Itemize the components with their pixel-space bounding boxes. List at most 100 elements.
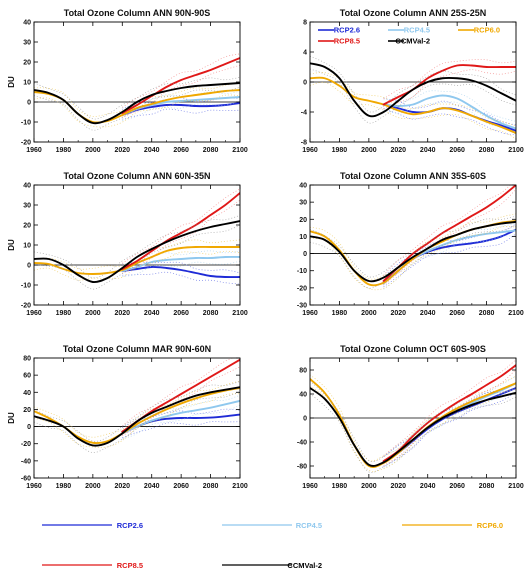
x-tick-label: 2080 (203, 310, 219, 317)
ensemble-ccmval-2 (310, 55, 516, 113)
legend-label-rcp8-5: RCP8.5 (334, 37, 360, 46)
y-tick-label: -20 (21, 441, 31, 448)
figure-legend-label-rcp6-0: RCP6.0 (477, 521, 503, 530)
x-tick-label: 1960 (26, 483, 42, 490)
ensemble-rcp8-5 (383, 369, 516, 466)
y-tick-label: 0 (27, 424, 31, 431)
x-tick-label: 2000 (361, 147, 377, 154)
series-line-ccmval-2 (310, 62, 516, 118)
ensemble-rcp8-5 (122, 358, 234, 427)
ensemble-ccmval-2 (310, 68, 516, 124)
panel-title: Total Ozone Column MAR 90N-60N (63, 344, 211, 354)
y-tick-label: -30 (297, 303, 307, 310)
y-tick-label: 20 (23, 223, 31, 230)
panel-title: Total Ozone Column ANN 25S-25N (340, 8, 487, 18)
x-tick-label: 1960 (302, 310, 318, 317)
series-line-rcp6-0 (310, 378, 516, 469)
ensemble-ccmval-2 (310, 215, 516, 278)
y-tick-label: 0 (27, 100, 31, 107)
y-tick-label: -20 (21, 303, 31, 310)
series-line-rcp6-0 (34, 245, 240, 275)
x-tick-label: 1980 (332, 147, 348, 154)
x-tick-label: 1980 (332, 483, 348, 490)
y-tick-label: -10 (21, 120, 31, 127)
series-line-rcp2-6 (382, 387, 516, 464)
series-line-ccmval-2 (34, 82, 240, 125)
series-line-rcp8-5 (382, 64, 516, 106)
y-tick-label: 0 (27, 263, 31, 270)
y-tick-label: 40 (299, 392, 307, 399)
y-tick-label: -10 (21, 283, 31, 290)
ensemble-rcp2-6 (383, 233, 516, 288)
x-tick-label: 2080 (479, 147, 495, 154)
y-tick-label: -60 (21, 476, 31, 483)
y-tick-label: 20 (299, 217, 307, 224)
x-tick-label: 1960 (26, 310, 42, 317)
y-tick-label: 20 (23, 60, 31, 67)
y-tick-label: 30 (23, 203, 31, 210)
x-tick-label: 2040 (144, 147, 160, 154)
plot-area (310, 359, 516, 473)
x-tick-label: 2060 (449, 147, 465, 154)
series-line-rcp2-6 (121, 102, 240, 116)
plot-area (310, 55, 516, 139)
ensemble-ccmval-2 (34, 76, 240, 120)
ensemble-rcp8-5 (122, 53, 240, 108)
panel-3: Total Ozone Column ANN 60N-35N DU 1960 1980… (7, 171, 248, 317)
y-axis-label: DU (7, 76, 16, 88)
y-tick-label: 80 (299, 368, 307, 375)
ensemble-rcp2-6 (383, 391, 516, 467)
y-tick-label: 60 (23, 373, 31, 380)
ensemble-ccmval-2 (310, 225, 516, 289)
ensemble-rcp6-0 (310, 385, 516, 472)
plot-area (34, 53, 240, 131)
figure-legend: RCP2.6 RCP4.5 RCP6.0 RCP8.5 CCMVal-2 (42, 521, 503, 569)
series-line-rcp2-6 (121, 266, 240, 279)
x-tick-label: 2060 (173, 310, 189, 317)
y-axis-label: DU (7, 239, 16, 251)
series-line-rcp8-5 (121, 192, 240, 270)
ensemble-rcp2-6 (122, 261, 240, 274)
plot-frame (33, 21, 241, 143)
x-tick-label: 2100 (508, 483, 524, 490)
x-tick-label: 2060 (449, 483, 465, 490)
panel-legend: RCP2.6 RCP4.5 RCP6.0 RCP8.5 CCMVal-2 (318, 26, 500, 46)
y-tick-label: 40 (23, 20, 31, 27)
x-tick-label: 1960 (302, 147, 318, 154)
plot-area (310, 185, 516, 291)
x-tick-label: 2060 (449, 310, 465, 317)
series-line-rcp2-6 (121, 413, 240, 435)
ensemble-rcp2-6 (122, 271, 240, 285)
x-tick-label: 2080 (479, 310, 495, 317)
y-tick-label: -4 (301, 110, 307, 117)
y-tick-label: 0 (303, 416, 307, 423)
y-tick-label: 0 (303, 80, 307, 87)
x-tick-label: 2100 (232, 147, 248, 154)
x-tick-label: 2060 (173, 147, 189, 154)
panel-2: Total Ozone Column ANN 25S-25N 1960 1980 20… (301, 8, 524, 154)
ensemble-ccmval-2 (310, 393, 516, 473)
y-tick-label: 0 (303, 251, 307, 258)
ensemble-ccmval-2 (310, 380, 516, 463)
y-tick-label: 40 (299, 183, 307, 190)
panel-title: Total Ozone Column ANN 90N-90S (64, 8, 211, 18)
series-line-rcp4-5 (121, 255, 240, 272)
ensemble-ccmval-2 (34, 391, 240, 453)
ensemble-rcp6-0 (34, 393, 240, 448)
y-tick-label: 10 (23, 243, 31, 250)
ensemble-rcp2-6 (383, 98, 516, 126)
ensemble-rcp2-6 (122, 421, 240, 438)
y-tick-label: 80 (23, 356, 31, 363)
ensemble-rcp4-5 (383, 90, 516, 122)
ensemble-rcp4-5 (383, 375, 516, 456)
figure-legend-label-rcp8-5: RCP8.5 (117, 561, 143, 569)
x-tick-label: 2040 (420, 147, 436, 154)
ensemble-rcp6-0 (310, 374, 516, 462)
ensemble-rcp6-0 (310, 226, 516, 291)
plot-area (34, 358, 240, 453)
ensemble-rcp8-5 (122, 366, 240, 437)
ensemble-ccmval-2 (34, 86, 240, 131)
x-tick-label: 2100 (508, 310, 524, 317)
ensemble-rcp4-5 (383, 388, 516, 469)
x-tick-label: 2040 (420, 310, 436, 317)
